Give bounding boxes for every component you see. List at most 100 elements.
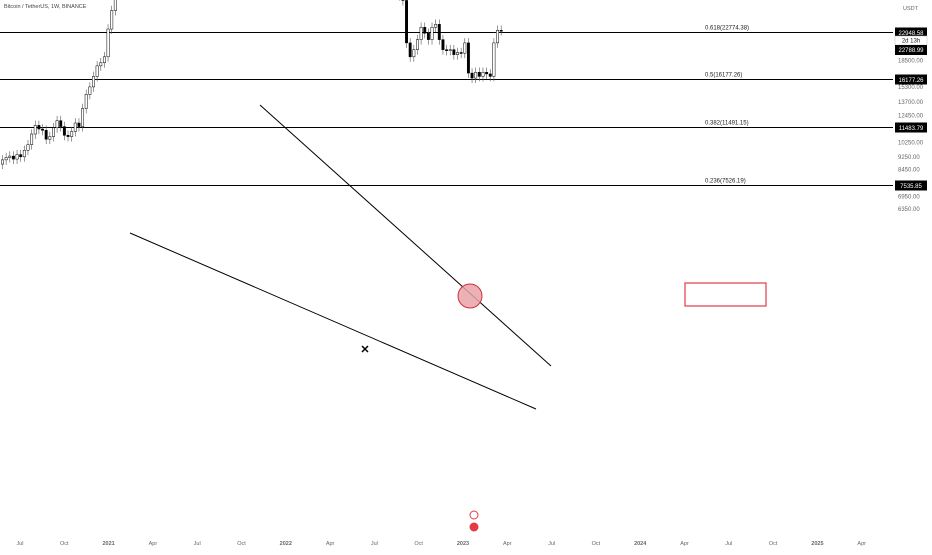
highlight-circle [458, 284, 482, 308]
price-tick-label: 12450.00 [898, 114, 924, 120]
candle-body [9, 156, 11, 158]
candle-body [107, 29, 109, 57]
event-icon [470, 511, 478, 519]
time-tick-label: Apr [857, 541, 866, 547]
candle-body [30, 134, 32, 145]
candle-body [489, 74, 491, 77]
candle-body [16, 155, 18, 160]
candle-body [96, 66, 98, 77]
fib-level-label: 0.618(22774.38) [705, 26, 749, 32]
candle-body [60, 121, 62, 127]
candle-body [111, 11, 113, 29]
price-tick-label: 8450.00 [898, 167, 920, 173]
candle-body [103, 57, 105, 63]
candle-body [478, 72, 480, 76]
price-tick-label: 9250.00 [898, 155, 920, 161]
time-tick-label: 2025 [811, 541, 823, 547]
price-badge-label: 7535.85 [900, 184, 922, 190]
candle-body [20, 155, 22, 157]
candle-body [420, 27, 422, 39]
countdown-label: 2d 13h [902, 39, 920, 45]
candle-body [5, 158, 7, 160]
candle-body [12, 156, 14, 159]
candle-body [74, 123, 76, 131]
candle-body [23, 150, 25, 157]
time-tick-label: Jul [725, 541, 732, 547]
candle-body [56, 121, 58, 128]
candle-body [485, 72, 487, 74]
currency-label: USDT [903, 6, 918, 12]
candle-body [409, 43, 411, 57]
candle-body [78, 123, 80, 127]
candle-body [445, 50, 447, 51]
trendline-upper [260, 105, 551, 366]
candle-body [471, 73, 473, 78]
time-tick-label: Oct [60, 541, 69, 547]
candle-body [34, 125, 36, 134]
candle-body [467, 43, 469, 73]
highlight-rect [685, 283, 766, 306]
time-tick-label: 2022 [280, 541, 292, 547]
secondary-price-label: 22788.99 [898, 48, 924, 54]
candle-body [413, 50, 415, 57]
candle-body [92, 76, 94, 86]
candle-body [449, 50, 451, 51]
time-tick-label: Jul [548, 541, 555, 547]
trendline-lower [130, 233, 536, 409]
candle-body [482, 72, 484, 76]
candle-body [456, 52, 458, 54]
candle-body [424, 27, 426, 33]
flag-icon [470, 523, 479, 532]
candle-body [81, 108, 83, 126]
price-tick-label: 13700.00 [898, 100, 924, 106]
candle-body [63, 127, 65, 136]
time-tick-label: 2023 [457, 541, 469, 547]
candle-body [100, 63, 102, 66]
candle-body [49, 137, 51, 140]
time-tick-label: 2021 [102, 541, 114, 547]
symbol-title: Bitcoin / TetherUS, 1W, BINANCE [4, 4, 86, 10]
candle-body [500, 30, 502, 31]
candle-body [475, 72, 477, 78]
time-tick-label: Jul [371, 541, 378, 547]
candle-body [416, 40, 418, 50]
candle-body [38, 125, 40, 129]
candle-body [460, 52, 462, 53]
time-tick-label: Oct [414, 541, 423, 547]
price-tick-label: 15300.00 [898, 85, 924, 91]
candle-body [493, 43, 495, 77]
candle-body [496, 30, 498, 43]
candle-body [52, 128, 54, 137]
price-badge-label: 16177.26 [898, 78, 924, 84]
candle-body [453, 50, 455, 55]
candle-body [89, 87, 91, 94]
price-badge-label: 11483.79 [899, 126, 924, 132]
time-tick-label: Jul [194, 541, 201, 547]
time-tick-label: 2024 [634, 541, 647, 547]
price-tick-label: 6950.00 [898, 195, 920, 201]
time-tick-label: Oct [592, 541, 601, 547]
fib-level-label: 0.5(16177.26) [705, 73, 742, 79]
price-tick-label: 18500.00 [898, 59, 924, 65]
time-tick-label: Apr [680, 541, 689, 547]
time-tick-label: Jul [16, 541, 23, 547]
time-tick-label: Oct [237, 541, 246, 547]
price-tick-label: 10250.00 [898, 141, 924, 147]
candle-body [67, 135, 69, 136]
candle-body [464, 43, 466, 53]
candle-body [114, 0, 116, 11]
candle-body [45, 130, 47, 139]
fib-level-label: 0.236(7526.19) [705, 179, 746, 185]
candle-body [431, 27, 433, 39]
price-tick-label: 6350.00 [898, 207, 920, 213]
candle-body [442, 40, 444, 50]
x-marker: ✕ [360, 344, 369, 356]
candle-body [438, 24, 440, 39]
candle-body [70, 131, 72, 136]
candle-body [27, 145, 29, 151]
candle-body [85, 94, 87, 108]
time-tick-label: Apr [149, 541, 158, 547]
time-tick-label: Apr [326, 541, 335, 547]
